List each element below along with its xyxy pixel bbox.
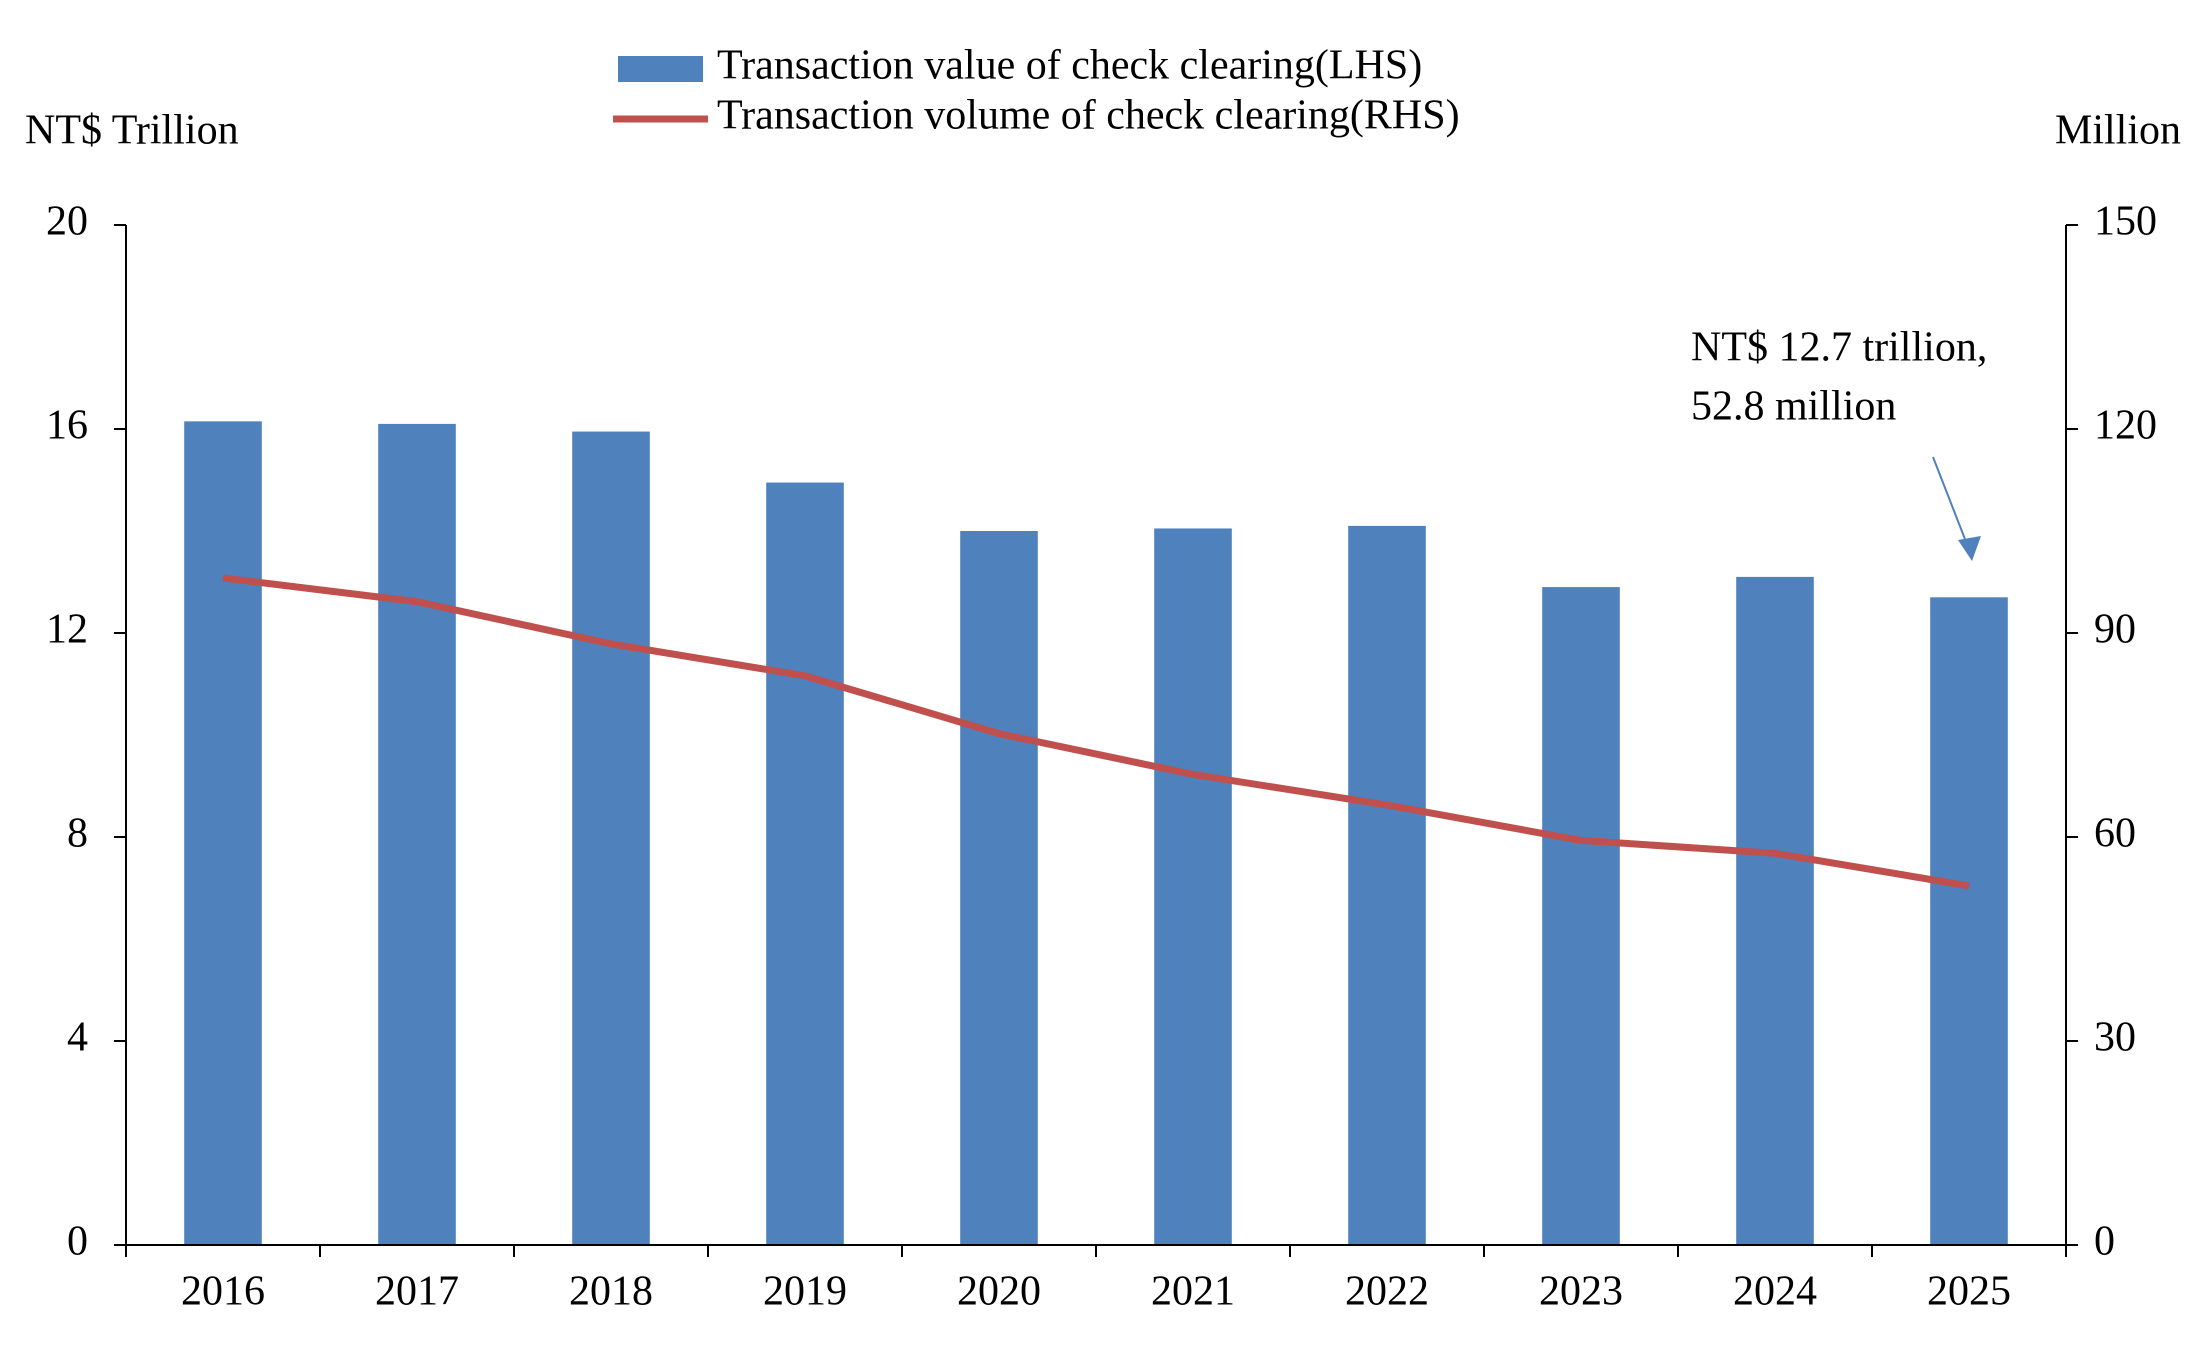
bar xyxy=(766,482,844,1245)
annotation-arrowhead xyxy=(1958,536,1981,561)
bar xyxy=(184,421,262,1246)
x-tick-label: 2020 xyxy=(957,1269,1041,1315)
line-series xyxy=(222,574,1970,890)
y-tick-label: 8 xyxy=(67,811,88,857)
x-tick-label: 2018 xyxy=(569,1269,653,1315)
y2-axis-label: Million xyxy=(2055,108,2181,154)
legend-label: Transaction value of check clearing(LHS) xyxy=(717,43,1422,89)
y2-tick-label: 120 xyxy=(2094,403,2157,449)
y2-tick-label: 90 xyxy=(2094,607,2136,653)
annotation: NT$ 12.7 trillion, xyxy=(1691,325,1987,371)
y-axis-label: NT$ Trillion xyxy=(25,108,239,154)
y2-tick-label: 30 xyxy=(2094,1015,2136,1061)
bar xyxy=(572,431,650,1245)
y-tick-label: 0 xyxy=(67,1219,88,1265)
y-tick-label: 4 xyxy=(67,1015,88,1061)
y-tick-label: 16 xyxy=(46,403,88,449)
x-tick-label: 2017 xyxy=(375,1269,459,1315)
annotation: 52.8 million xyxy=(1691,384,1896,430)
bar xyxy=(1736,576,1814,1245)
bar xyxy=(960,531,1038,1245)
x-tick-label: 2023 xyxy=(1539,1269,1623,1315)
x-tick-label: 2019 xyxy=(763,1269,847,1315)
x-tick-label: 2024 xyxy=(1733,1269,1817,1315)
x-tick-label: 2016 xyxy=(181,1269,265,1315)
x-tick-label: 2025 xyxy=(1927,1269,2011,1315)
y-tick-label: 20 xyxy=(46,199,88,245)
annotation-arrow xyxy=(1932,456,1971,553)
x-tick-label: 2021 xyxy=(1151,1269,1235,1315)
y2-tick-label: 150 xyxy=(2094,199,2157,245)
legend-swatch xyxy=(618,56,703,82)
y-tick-label: 12 xyxy=(46,607,88,653)
bar xyxy=(1348,525,1426,1245)
bar xyxy=(1930,597,2008,1245)
legend-label: Transaction volume of check clearing(RHS… xyxy=(717,93,1460,139)
bar xyxy=(1542,587,1620,1245)
y2-tick-label: 0 xyxy=(2094,1219,2115,1265)
bar xyxy=(1154,528,1232,1245)
y2-tick-label: 60 xyxy=(2094,811,2136,857)
bar xyxy=(378,423,456,1245)
x-tick-label: 2022 xyxy=(1345,1269,1429,1315)
